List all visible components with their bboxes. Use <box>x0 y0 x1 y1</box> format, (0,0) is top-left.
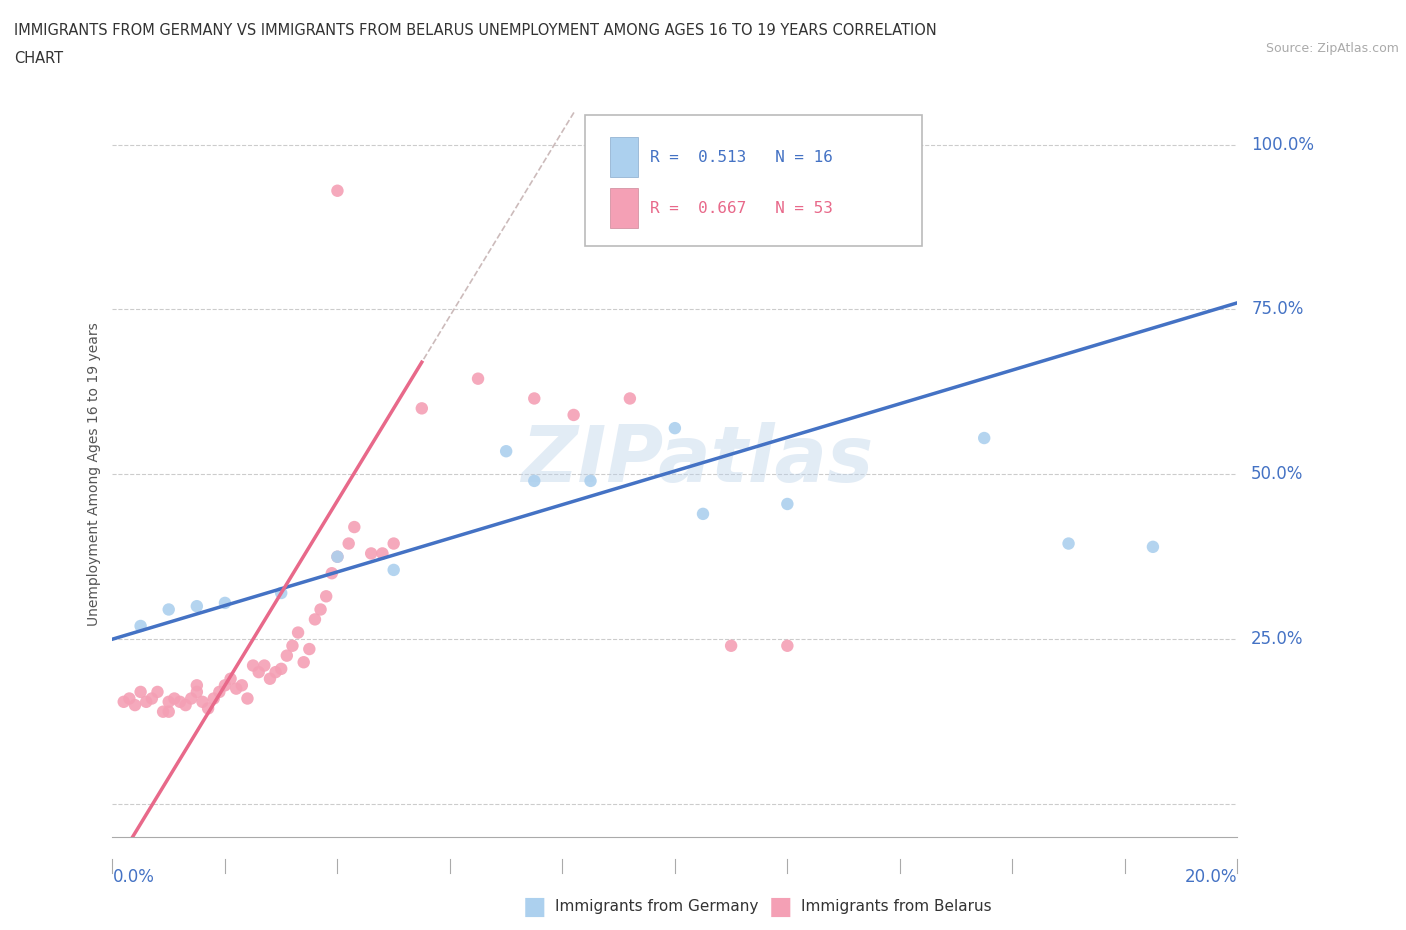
Point <box>326 183 349 198</box>
Point <box>247 665 270 680</box>
Point <box>287 625 309 640</box>
Point <box>579 473 602 488</box>
Point <box>231 678 253 693</box>
Point <box>112 695 135 710</box>
Point <box>259 671 281 686</box>
Point <box>382 563 405 578</box>
Point <box>129 684 152 699</box>
Point <box>118 691 141 706</box>
Point <box>214 678 236 693</box>
Point <box>208 684 231 699</box>
Point <box>276 648 298 663</box>
Point <box>326 550 349 565</box>
Point <box>337 536 360 551</box>
Point <box>692 507 714 522</box>
Text: 75.0%: 75.0% <box>1251 300 1303 318</box>
Point <box>180 691 202 706</box>
Point <box>467 371 489 386</box>
Text: 20.0%: 20.0% <box>1185 868 1237 885</box>
Text: ZIPatlas: ZIPatlas <box>522 422 873 498</box>
Point <box>309 602 332 617</box>
FancyBboxPatch shape <box>610 137 638 177</box>
Point <box>973 431 995 445</box>
Point <box>146 684 169 699</box>
Point <box>236 691 259 706</box>
Point <box>371 546 394 561</box>
Point <box>360 546 382 561</box>
Point <box>292 655 315 670</box>
Point <box>315 589 337 604</box>
Point <box>197 701 219 716</box>
Point <box>304 612 326 627</box>
Point <box>157 602 180 617</box>
Point <box>776 638 799 653</box>
Point <box>186 599 208 614</box>
Point <box>253 658 276 673</box>
Text: ■: ■ <box>523 895 546 919</box>
Point <box>264 665 287 680</box>
Point <box>281 638 304 653</box>
Point <box>186 684 208 699</box>
Point <box>202 691 225 706</box>
Point <box>214 595 236 610</box>
Text: IMMIGRANTS FROM GERMANY VS IMMIGRANTS FROM BELARUS UNEMPLOYMENT AMONG AGES 16 TO: IMMIGRANTS FROM GERMANY VS IMMIGRANTS FR… <box>14 23 936 38</box>
Point <box>124 698 146 712</box>
Point <box>135 695 157 710</box>
Point <box>270 586 292 601</box>
Point <box>163 691 186 706</box>
Point <box>191 695 214 710</box>
Y-axis label: Unemployment Among Ages 16 to 19 years: Unemployment Among Ages 16 to 19 years <box>87 323 101 626</box>
Point <box>411 401 433 416</box>
Point <box>776 497 799 512</box>
Point <box>1057 536 1080 551</box>
Point <box>326 550 349 565</box>
Point <box>141 691 163 706</box>
Point <box>298 642 321 657</box>
Point <box>382 536 405 551</box>
Point <box>186 678 208 693</box>
Point <box>562 407 585 422</box>
Text: Source: ZipAtlas.com: Source: ZipAtlas.com <box>1265 42 1399 55</box>
Text: Immigrants from Germany: Immigrants from Germany <box>555 899 759 914</box>
Point <box>1142 539 1164 554</box>
Point <box>619 391 641 405</box>
Point <box>169 695 191 710</box>
FancyBboxPatch shape <box>585 115 922 246</box>
Text: 0.0%: 0.0% <box>112 868 155 885</box>
Text: R =  0.667   N = 53: R = 0.667 N = 53 <box>650 201 832 216</box>
Text: CHART: CHART <box>14 51 63 66</box>
Point <box>152 704 174 719</box>
Point <box>242 658 264 673</box>
FancyBboxPatch shape <box>610 188 638 228</box>
Point <box>174 698 197 712</box>
Point <box>157 695 180 710</box>
Text: 25.0%: 25.0% <box>1251 631 1303 648</box>
Point <box>321 565 343 580</box>
Point <box>523 473 546 488</box>
Point <box>157 704 180 719</box>
Point <box>129 618 152 633</box>
Text: R =  0.513   N = 16: R = 0.513 N = 16 <box>650 150 832 165</box>
Point <box>225 681 247 696</box>
Point <box>720 638 742 653</box>
Point <box>664 420 686 435</box>
Point <box>495 444 517 458</box>
Text: ■: ■ <box>769 895 792 919</box>
Point <box>523 391 546 405</box>
Point <box>343 520 366 535</box>
Text: Immigrants from Belarus: Immigrants from Belarus <box>801 899 993 914</box>
Point <box>219 671 242 686</box>
Text: 50.0%: 50.0% <box>1251 465 1303 484</box>
Text: 100.0%: 100.0% <box>1251 136 1315 153</box>
Point <box>270 661 292 676</box>
